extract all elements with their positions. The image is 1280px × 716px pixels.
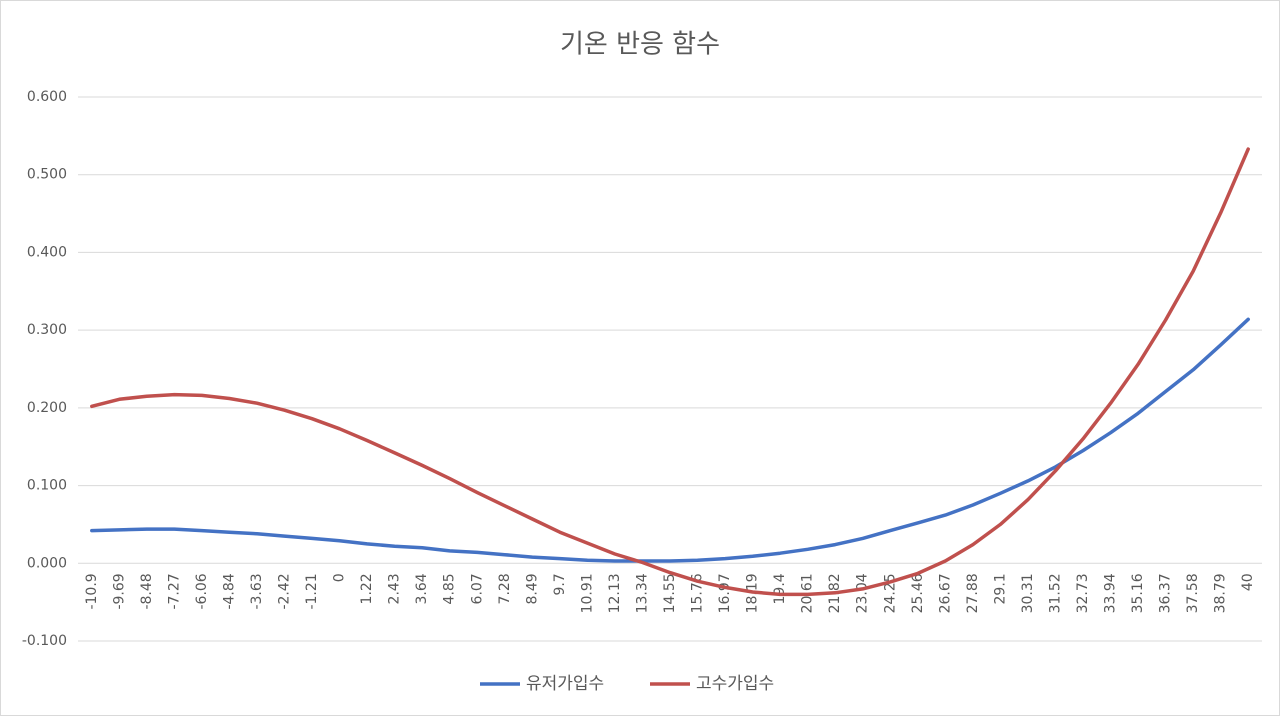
legend-label: 유저가입수 bbox=[526, 674, 604, 694]
x-tick-label: 30.31 bbox=[1020, 573, 1036, 613]
series-line bbox=[90, 147, 1250, 597]
y-tick-label: -0.100 bbox=[22, 633, 67, 649]
x-tick-label: -2.42 bbox=[277, 573, 293, 609]
x-tick-label: 4.85 bbox=[442, 573, 458, 604]
x-tick-label: 0 bbox=[332, 573, 348, 582]
x-tick-label: 14.55 bbox=[662, 573, 678, 613]
legend-label: 고수가입수 bbox=[696, 674, 774, 694]
x-tick-label: 12.13 bbox=[607, 573, 623, 613]
y-tick-label: 0.300 bbox=[27, 322, 67, 338]
x-tick-label: -10.9 bbox=[84, 573, 100, 609]
series-line bbox=[90, 317, 1250, 563]
x-tick-label: 36.37 bbox=[1158, 573, 1174, 613]
chart-title: 기온 반응 함수 bbox=[560, 30, 720, 60]
x-tick-label: -4.84 bbox=[221, 573, 237, 609]
x-tick-label: -1.21 bbox=[304, 573, 320, 609]
x-tick-label: 16.97 bbox=[717, 573, 733, 613]
y-tick-label: 0.100 bbox=[27, 478, 67, 494]
x-tick-label: 37.58 bbox=[1185, 573, 1201, 613]
x-tick-label: 27.88 bbox=[965, 573, 981, 613]
x-tick-label: 32.73 bbox=[1075, 573, 1091, 613]
x-tick-label: 7.28 bbox=[497, 573, 513, 604]
x-tick-label: 13.34 bbox=[634, 573, 650, 613]
x-tick-label: 26.67 bbox=[937, 573, 953, 613]
y-tick-label: 0.000 bbox=[27, 555, 67, 571]
x-tick-label: 35.16 bbox=[1130, 573, 1146, 613]
x-tick-label: 38.79 bbox=[1213, 573, 1229, 613]
y-tick-label: 0.200 bbox=[27, 400, 67, 416]
x-tick-label: 8.49 bbox=[524, 573, 540, 604]
x-tick-label: 31.52 bbox=[1047, 573, 1063, 613]
x-tick-label: 19.4 bbox=[772, 573, 788, 604]
x-tick-label: -7.27 bbox=[166, 573, 182, 609]
y-tick-label: 0.600 bbox=[27, 89, 67, 105]
x-tick-label: 25.46 bbox=[910, 573, 926, 613]
x-tick-label: 1.22 bbox=[359, 573, 375, 604]
x-tick-label: 23.04 bbox=[855, 573, 871, 613]
legend-item: 고수가입수 bbox=[650, 674, 774, 694]
x-tick-label: 33.94 bbox=[1103, 573, 1119, 613]
y-tick-label: 0.400 bbox=[27, 244, 67, 260]
legend-item: 유저가입수 bbox=[480, 674, 604, 694]
x-tick-label: -3.63 bbox=[249, 573, 265, 609]
y-tick-label: 0.500 bbox=[27, 167, 67, 183]
x-tick-label: 9.7 bbox=[552, 573, 568, 595]
x-tick-label: 10.91 bbox=[579, 573, 595, 613]
x-tick-label: 3.64 bbox=[414, 573, 430, 604]
x-tick-label: 40 bbox=[1240, 573, 1256, 591]
x-tick-label: 6.07 bbox=[469, 573, 485, 604]
x-tick-label: 2.43 bbox=[387, 573, 403, 604]
x-tick-label: 29.1 bbox=[992, 573, 1008, 604]
x-tick-label: -9.69 bbox=[111, 573, 127, 609]
x-tick-label: -8.48 bbox=[139, 573, 155, 609]
x-tick-label: -6.06 bbox=[194, 573, 210, 609]
